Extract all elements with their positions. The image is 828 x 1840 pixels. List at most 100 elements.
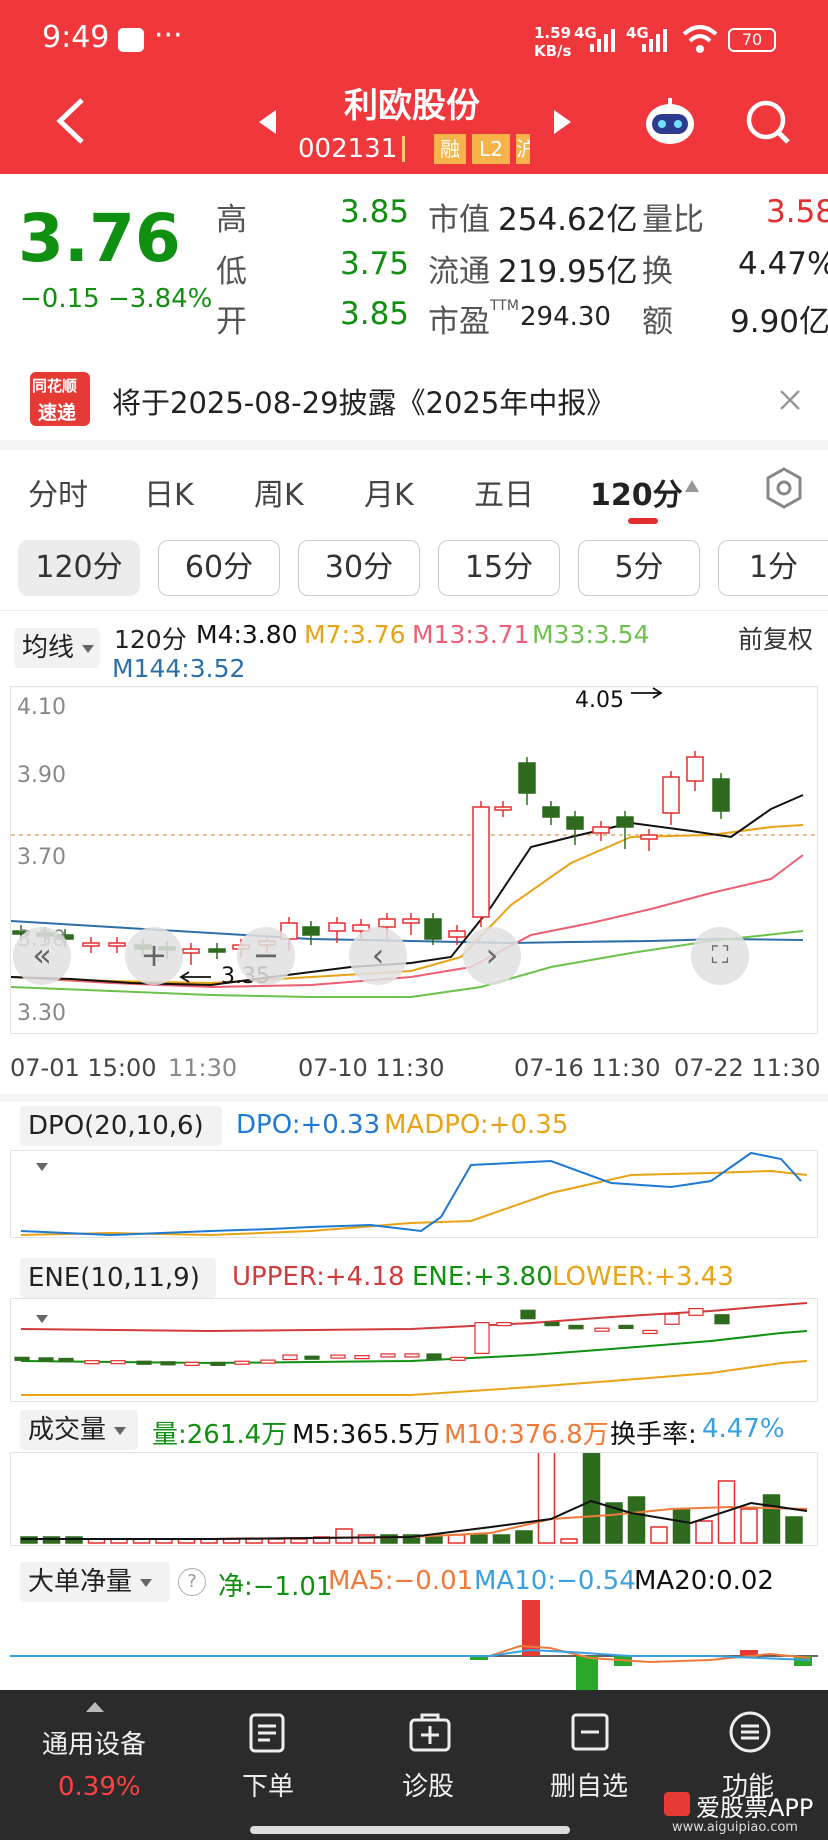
ma-indicator-dropdown[interactable]: 均线 [14, 628, 100, 668]
tab-five-day[interactable]: 五日 [474, 478, 534, 513]
battery-icon: 70 [728, 28, 776, 52]
section-divider [0, 440, 828, 450]
candle [662, 771, 680, 825]
turnover-rate-value: 4.47% [702, 1414, 785, 1444]
chip-120min[interactable]: 120分 [18, 540, 140, 596]
pe-value: 294.30 [520, 302, 611, 332]
chip-1min[interactable]: 1分 [718, 540, 828, 596]
scroll-left-button[interactable]: ‹ [349, 927, 407, 985]
back-arrow-icon[interactable] [52, 96, 88, 146]
chevron-down-icon [140, 1578, 153, 1587]
ene-candle [234, 1360, 250, 1365]
badge-l2: L2 [472, 134, 510, 164]
bigorder-ma10-line [10, 1648, 811, 1661]
kline-svg: 4.05 3.35 [11, 687, 817, 998]
turnover-label: 换 [642, 254, 673, 290]
next-stock-icon[interactable] [552, 108, 574, 136]
ene-candle [136, 1360, 152, 1365]
tab-daily-k[interactable]: 日K [144, 478, 194, 513]
x-tick-1130: 11:30 [168, 1054, 238, 1082]
ene-mid-line [20, 1330, 808, 1365]
help-icon[interactable]: ? [178, 1568, 206, 1596]
ene-chart[interactable] [10, 1298, 818, 1402]
x-tick-0710: 07-10 11:30 [298, 1054, 445, 1082]
function-menu-icon[interactable] [728, 1710, 772, 1754]
kline-chart[interactable]: 4.05 3.35 4.10 3.90 3.70 3.50 3.30 « + −… [10, 686, 818, 1034]
chip-15min[interactable]: 15分 [438, 540, 560, 596]
vol-m5-line [21, 1499, 808, 1540]
chip-5min[interactable]: 5分 [578, 540, 700, 596]
ma-m7: M7:3.76 [304, 620, 406, 649]
bigorder-down-bar [470, 1656, 488, 1660]
volume-ratio-label: 量比 [642, 202, 704, 238]
ene-candle [38, 1357, 54, 1362]
tab-weekly-k[interactable]: 周K [254, 478, 304, 513]
volume-bar [582, 1450, 601, 1544]
chip-60min[interactable]: 60分 [158, 540, 280, 596]
ene-candle [330, 1354, 346, 1359]
sector-name[interactable]: 通用设备 [42, 1730, 147, 1760]
volume-chart[interactable] [10, 1450, 818, 1546]
home-indicator [250, 1826, 570, 1834]
scroll-right-button[interactable]: › [463, 927, 521, 985]
function-button[interactable]: 功能 [722, 1772, 775, 1802]
order-button[interactable]: 下单 [242, 1772, 295, 1802]
watermark: 爱股票APP www.aiguipiao.com [662, 1788, 828, 1838]
search-icon[interactable] [744, 98, 792, 148]
zoom-out-button[interactable]: − [237, 927, 295, 985]
candle [424, 913, 442, 945]
remove-watchlist-button[interactable]: 删自选 [550, 1772, 629, 1802]
fullscreen-button[interactable]: ⛶ [691, 927, 749, 985]
robot-assistant-icon[interactable] [642, 96, 698, 148]
dpo-chart[interactable] [10, 1150, 818, 1238]
ene-candle [664, 1313, 680, 1325]
badge-more: 沪 [516, 134, 530, 164]
ma-period: 120分 [114, 625, 187, 654]
volume-bar [447, 1534, 466, 1544]
status-time: 9:49 [42, 20, 110, 55]
bigorder-chart[interactable] [10, 1600, 818, 1690]
code-divider [402, 136, 405, 162]
volume-bar [380, 1534, 398, 1544]
ene-candle [282, 1354, 298, 1361]
dpo-value: DPO:+0.33 [236, 1110, 381, 1140]
bigorder-up-bar [522, 1600, 540, 1656]
close-icon[interactable] [778, 388, 802, 412]
ene-candle [426, 1353, 442, 1361]
volume-indicator-dropdown[interactable]: 成交量 [20, 1410, 138, 1450]
volume-m5: M5:365.5万 [292, 1420, 441, 1450]
zoom-in-button[interactable]: + [125, 927, 183, 985]
candle [518, 757, 536, 805]
notice-text: 将于2025-08-29披露《2025年中报》 [112, 386, 616, 420]
ene-svg [14, 1302, 808, 1396]
candle [108, 937, 126, 953]
order-doc-icon[interactable] [248, 1712, 286, 1754]
ma-selector-label: 均线 [22, 633, 75, 663]
chip-30min[interactable]: 30分 [298, 540, 420, 596]
ene-candle [714, 1314, 730, 1325]
volume-bar [762, 1494, 781, 1544]
ma-m13: M13:3.71 [412, 620, 530, 649]
watermark-logo-icon [664, 1792, 690, 1816]
adjust-mode[interactable]: 前复权 [738, 625, 814, 654]
tab-intraday[interactable]: 分时 [28, 478, 88, 513]
ene-candles-group [14, 1307, 730, 1366]
bigorder-indicator-dropdown[interactable]: 大单净量 [20, 1562, 170, 1602]
remove-watchlist-icon[interactable] [570, 1712, 610, 1752]
net-speed-top: 1.59 [534, 24, 572, 42]
tab-monthly-k[interactable]: 月K [364, 478, 414, 513]
ene-indicator-dropdown[interactable]: ENE(10,11,9) [20, 1258, 216, 1323]
scroll-left-fast-button[interactable]: « [13, 927, 71, 985]
prev-stock-icon[interactable] [256, 108, 278, 136]
stock-name: 利欧股份 [344, 86, 480, 126]
settings-hex-icon[interactable] [764, 466, 804, 510]
madpo-value: MADPO:+0.35 [384, 1110, 569, 1140]
dpo-indicator-dropdown[interactable]: DPO(20,10,6) [20, 1106, 222, 1171]
diagnose-icon[interactable] [408, 1712, 452, 1754]
bigorder-ma10: MA10:−0.54 [474, 1566, 636, 1596]
tab-120min[interactable]: 120分 [590, 478, 683, 513]
bottom-toolbar: 通用设备 0.39% 下单 诊股 删自选 功能 [0, 1690, 828, 1840]
expand-up-icon[interactable] [84, 1700, 106, 1714]
badge-rong: 融 [434, 134, 466, 164]
diagnose-button[interactable]: 诊股 [402, 1772, 455, 1802]
